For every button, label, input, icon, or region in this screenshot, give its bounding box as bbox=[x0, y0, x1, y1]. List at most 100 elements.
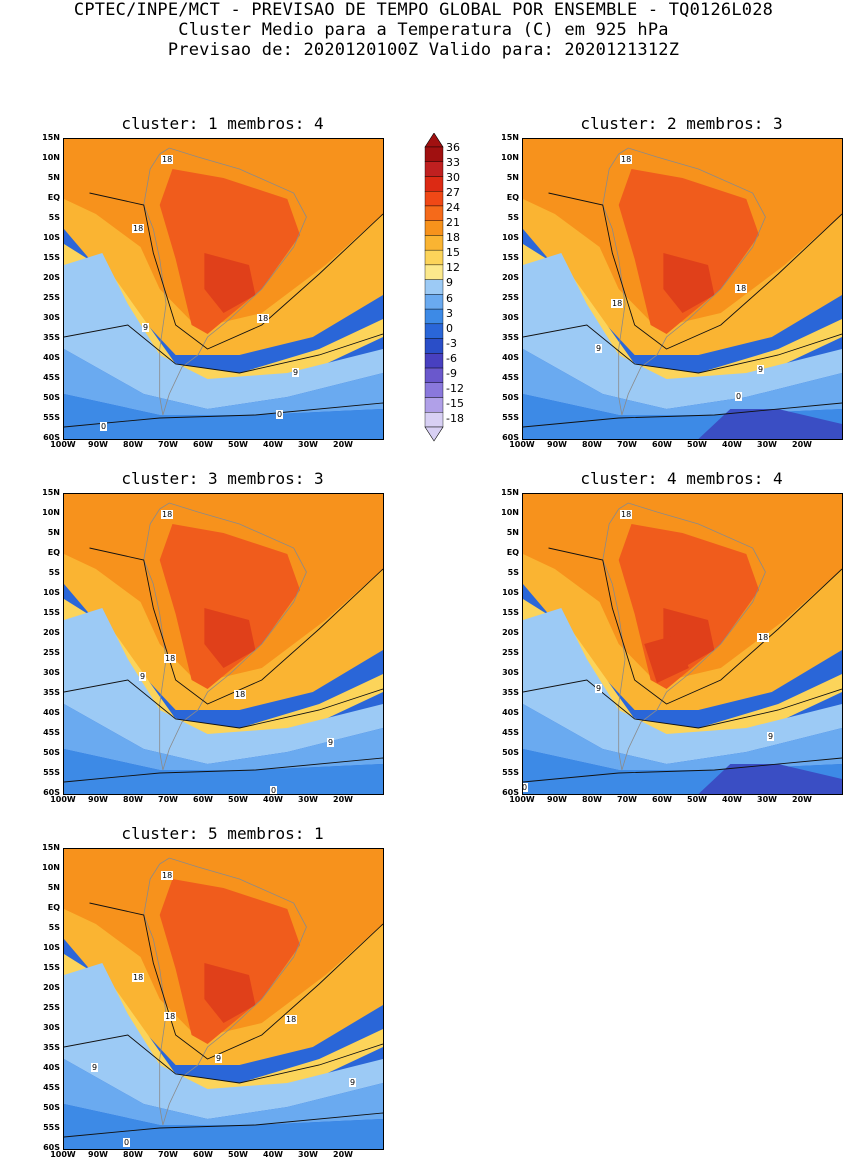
contour-label: 9 bbox=[595, 344, 603, 353]
colorbar-tick-label: 21 bbox=[446, 216, 460, 229]
temperature-band bbox=[64, 394, 383, 439]
latitude-tick-label: 5N bbox=[506, 528, 519, 537]
longitude-tick-label: 100W bbox=[509, 440, 535, 449]
colorbar-tick-label: -12 bbox=[446, 382, 464, 395]
colorbar-swatch bbox=[424, 353, 444, 369]
latitude-tick-label: 15N bbox=[501, 488, 519, 497]
longitude-tick-label: 50W bbox=[228, 1150, 248, 1159]
isotherm-line bbox=[523, 403, 842, 427]
longitude-tick-label: 40W bbox=[722, 795, 742, 804]
temperature-band bbox=[64, 1059, 383, 1125]
latitude-tick-label: 20S bbox=[502, 273, 519, 282]
latitude-tick-label: 55S bbox=[502, 413, 519, 422]
colorbar-tick-label: 0 bbox=[446, 322, 453, 335]
colorbar-tick-label: -15 bbox=[446, 397, 464, 410]
contour-label: 18 bbox=[132, 973, 145, 982]
temperature-band bbox=[159, 879, 301, 1044]
latitude-tick-label: 40S bbox=[43, 708, 60, 717]
temperature-band bbox=[523, 704, 842, 770]
longitude-tick-label: 30W bbox=[298, 795, 318, 804]
colorbar-tick-label: -18 bbox=[446, 412, 464, 425]
latitude-tick-label: 5N bbox=[47, 883, 60, 892]
longitude-tick-label: 20W bbox=[792, 440, 812, 449]
isotherm-line bbox=[64, 758, 383, 782]
latitude-tick-label: 40S bbox=[502, 353, 519, 362]
contour-label: 9 bbox=[757, 365, 765, 374]
latitude-tick-label: 60S bbox=[502, 788, 519, 797]
latitude-tick-label: 5N bbox=[47, 528, 60, 537]
colorbar-swatch bbox=[424, 235, 444, 251]
latitude-tick-label: 45S bbox=[502, 728, 519, 737]
latitude-tick-label: 10N bbox=[42, 508, 60, 517]
longitude-tick-label: 80W bbox=[123, 1150, 143, 1159]
contour-label: 9 bbox=[292, 368, 300, 377]
panel-title: cluster: 2 membros: 3 bbox=[580, 114, 783, 133]
latitude-tick-label: EQ bbox=[47, 903, 60, 912]
coastline bbox=[144, 148, 307, 415]
latitude-tick-label: 15N bbox=[42, 488, 60, 497]
longitude-tick-label: 50W bbox=[228, 795, 248, 804]
temperature-band bbox=[698, 764, 842, 794]
longitude-tick-label: 90W bbox=[547, 795, 567, 804]
temperature-map: 18 18 18 9 9 0 0 bbox=[63, 138, 384, 440]
longitude-tick-label: 20W bbox=[792, 795, 812, 804]
longitude-tick-label: 90W bbox=[88, 795, 108, 804]
coastline bbox=[603, 148, 766, 415]
latitude-tick-label: 10N bbox=[42, 153, 60, 162]
contour-label: 18 bbox=[257, 314, 270, 323]
temperature-map: 18 18 18 9 9 0 bbox=[522, 138, 843, 440]
contour-label: 9 bbox=[349, 1078, 357, 1087]
panel-title: cluster: 4 membros: 4 bbox=[580, 469, 783, 488]
panel-title: cluster: 5 membros: 1 bbox=[121, 824, 324, 843]
colorbar-tick-label: 9 bbox=[446, 276, 453, 289]
latitude-tick-label: 5N bbox=[506, 173, 519, 182]
latitude-tick-label: 20S bbox=[43, 983, 60, 992]
temperature-field bbox=[523, 139, 842, 439]
latitude-tick-label: 40S bbox=[502, 708, 519, 717]
latitude-tick-label: 35S bbox=[43, 688, 60, 697]
contour-label: 9 bbox=[767, 732, 775, 741]
longitude-tick-label: 60W bbox=[652, 440, 672, 449]
longitude-tick-label: 20W bbox=[333, 795, 353, 804]
colorbar-swatch bbox=[424, 220, 444, 236]
colorbar-swatch bbox=[424, 191, 444, 207]
isotherm-line bbox=[90, 193, 383, 349]
colorbar-swatch bbox=[424, 176, 444, 192]
colorbar-swatch bbox=[424, 412, 444, 428]
temperature-band bbox=[64, 1104, 383, 1149]
panel-title: cluster: 1 membros: 4 bbox=[121, 114, 324, 133]
colorbar-swatch bbox=[424, 249, 444, 266]
longitude-tick-label: 80W bbox=[123, 795, 143, 804]
longitude-tick-label: 20W bbox=[333, 440, 353, 449]
temperature-field bbox=[64, 849, 383, 1149]
latitude-tick-label: 10N bbox=[501, 153, 519, 162]
latitude-tick-label: 15S bbox=[43, 608, 60, 617]
latitude-tick-label: 60S bbox=[43, 1143, 60, 1152]
latitude-tick-label: 45S bbox=[502, 373, 519, 382]
colorbar-tick-label: 27 bbox=[446, 186, 460, 199]
longitude-tick-label: 80W bbox=[582, 795, 602, 804]
colorbar-arrow-top bbox=[424, 132, 444, 148]
latitude-tick-label: 25S bbox=[43, 648, 60, 657]
latitude-tick-label: 10S bbox=[43, 943, 60, 952]
colorbar-tick-label: -9 bbox=[446, 367, 457, 380]
isotherm-line bbox=[64, 1113, 383, 1137]
colorbar-swatch bbox=[424, 205, 444, 221]
isotherm-line bbox=[90, 548, 383, 704]
contour-label: 18 bbox=[161, 155, 174, 164]
coastline bbox=[144, 858, 307, 1125]
latitude-tick-label: EQ bbox=[506, 548, 519, 557]
longitude-tick-label: 40W bbox=[263, 440, 283, 449]
latitude-tick-label: 15N bbox=[501, 133, 519, 142]
latitude-tick-label: EQ bbox=[47, 548, 60, 557]
longitude-tick-label: 60W bbox=[193, 440, 213, 449]
temperature-band bbox=[204, 253, 256, 313]
contour-label: 18 bbox=[735, 284, 748, 293]
temperature-band bbox=[64, 704, 383, 770]
latitude-tick-label: 50S bbox=[502, 393, 519, 402]
contour-label: 18 bbox=[620, 155, 633, 164]
longitude-tick-label: 100W bbox=[50, 440, 76, 449]
latitude-tick-label: 5S bbox=[48, 568, 60, 577]
temperature-band bbox=[644, 635, 689, 683]
temperature-field bbox=[64, 494, 383, 794]
